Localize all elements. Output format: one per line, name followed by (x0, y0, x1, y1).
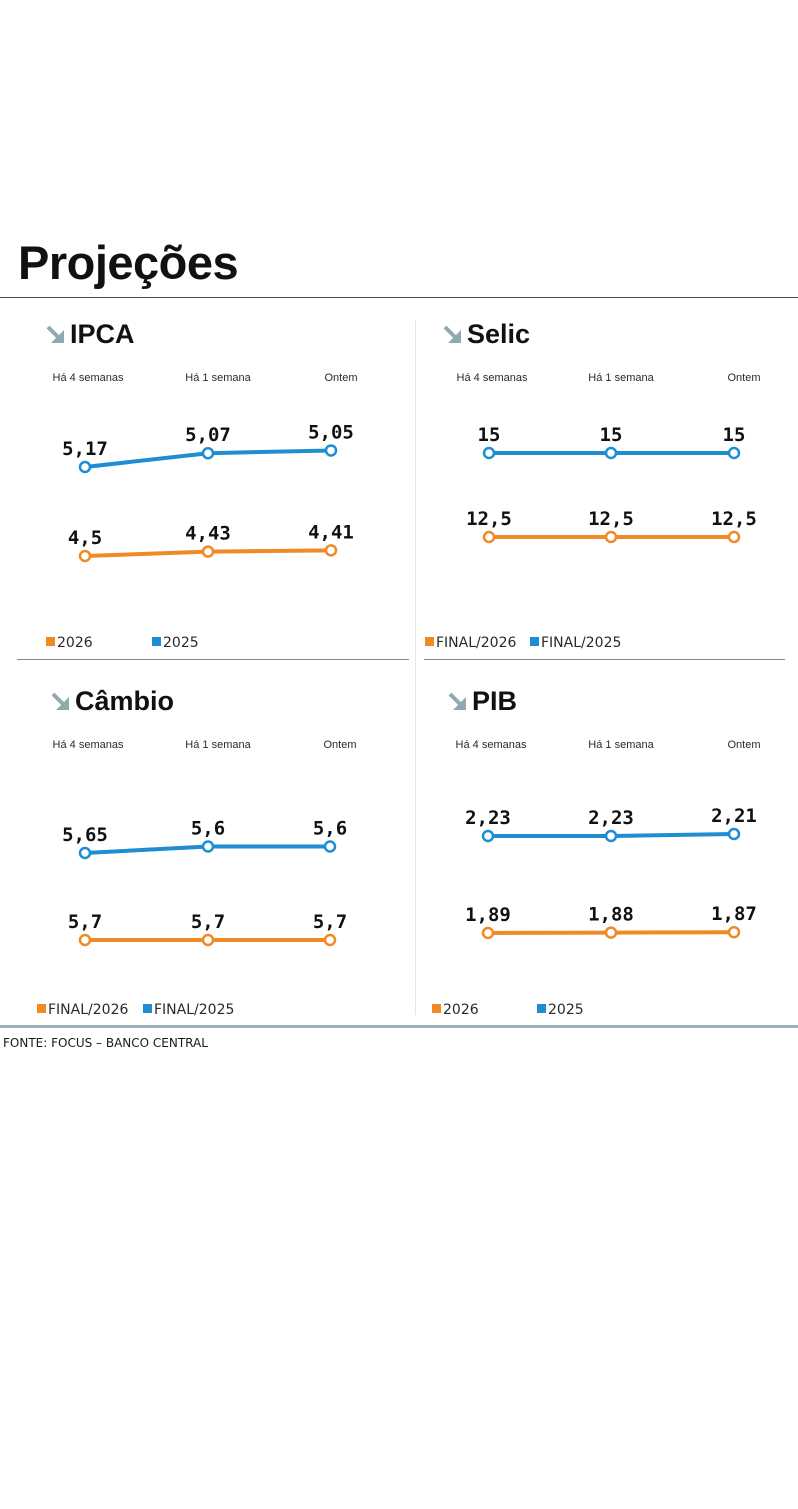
data-point (201, 545, 215, 558)
chart-svg: PIB Há 4 semanas Há 1 semana Ontem 2,23 2,23 2… (432, 686, 761, 1018)
chart-title: Selic (467, 319, 530, 349)
data-label: 15 (600, 424, 623, 446)
horizontal-divider-right (424, 659, 785, 660)
data-label: 2,21 (711, 805, 757, 827)
data-label: 12,5 (466, 508, 512, 530)
legend-label-final-2025: FINAL/2025 (541, 635, 621, 651)
chart-svg: Câmbio Há 4 semanas Há 1 semana Ontem 5,65 5,… (37, 686, 357, 1018)
legend-swatch-2026 (432, 1004, 441, 1013)
column-label-ontem: Ontem (323, 739, 356, 751)
data-point (324, 544, 338, 557)
data-point (201, 446, 215, 460)
legend-label-final-2026: FINAL/2026 (48, 1002, 128, 1018)
data-point (604, 829, 618, 843)
data-label: 5,7 (68, 911, 102, 933)
legend-label-2025: 2025 (163, 635, 199, 651)
data-label: 2,23 (465, 807, 511, 829)
data-label: 15 (478, 424, 501, 446)
arrow-down-right-icon (51, 692, 69, 710)
data-label: 4,41 (308, 521, 354, 543)
legend-swatch-2026 (46, 637, 55, 646)
data-label: 12,5 (711, 508, 757, 530)
data-point (324, 444, 338, 457)
column-label-ha-4-semanas: Há 4 semanas (457, 372, 528, 384)
data-point (481, 926, 495, 940)
source-note: FONTE: FOCUS – BANCO CENTRAL (3, 1036, 208, 1050)
column-label-ha-1-semana: Há 1 semana (185, 372, 251, 384)
data-point (481, 829, 495, 843)
column-label-ha-4-semanas: Há 4 semanas (53, 739, 124, 751)
bottom-rule (0, 1025, 798, 1028)
horizontal-divider-left (17, 659, 409, 660)
data-label: 4,43 (185, 523, 231, 545)
chart-panel-cambio: Câmbio Há 4 semanas Há 1 semana Ontem 5,65 5,… (0, 677, 390, 1018)
legend-swatch-final-2026 (425, 637, 434, 646)
legend-swatch-2025 (537, 1004, 546, 1013)
data-label: 15 (723, 424, 746, 446)
legend-swatch-2025 (152, 637, 161, 646)
data-label: 1,87 (711, 903, 757, 925)
data-label: 1,89 (465, 904, 511, 926)
data-point (201, 933, 215, 947)
data-point (727, 827, 741, 841)
arrow-down-right-icon (46, 325, 64, 343)
data-point (604, 926, 618, 939)
column-label-ha-4-semanas: Há 4 semanas (456, 739, 527, 751)
page-title: Projeções (18, 236, 239, 289)
data-point (727, 530, 741, 544)
column-label-ontem: Ontem (324, 372, 357, 384)
column-label-ha-4-semanas: Há 4 semanas (53, 372, 124, 384)
data-point (727, 925, 741, 939)
data-label: 5,05 (308, 421, 354, 443)
title-rule (0, 297, 798, 298)
data-label: 5,7 (191, 911, 225, 933)
data-point (323, 840, 337, 853)
data-label: 5,6 (191, 818, 225, 840)
data-point (78, 549, 92, 563)
data-point (201, 840, 215, 853)
vertical-divider (415, 320, 416, 1015)
chart-panel-pib: PIB Há 4 semanas Há 1 semana Ontem 2,23 2,23 2… (408, 677, 798, 1018)
chart-svg: IPCA Há 4 semanas Há 1 semana Ontem 5,17 5,07… (46, 319, 358, 651)
data-label: 5,6 (313, 818, 347, 840)
data-point (482, 530, 496, 544)
legend-label-2026: 2026 (443, 1002, 479, 1018)
data-label: 5,7 (313, 911, 347, 933)
legend-swatch-final-2026 (37, 1004, 46, 1013)
data-point (78, 846, 92, 860)
chart-title: IPCA (70, 319, 135, 349)
data-label: 5,07 (185, 424, 231, 446)
data-point (323, 933, 337, 947)
data-point (727, 446, 741, 460)
arrow-down-right-icon (448, 692, 466, 710)
arrow-down-right-icon (443, 325, 461, 343)
chart-title: PIB (472, 686, 517, 716)
column-label-ha-1-semana: Há 1 semana (588, 739, 654, 751)
legend-label-final-2026: FINAL/2026 (436, 635, 516, 651)
data-label: 5,65 (62, 824, 108, 846)
data-label: 4,5 (68, 527, 102, 549)
column-label-ontem: Ontem (727, 739, 760, 751)
data-label: 12,5 (588, 508, 634, 530)
column-label-ha-1-semana: Há 1 semana (588, 372, 654, 384)
chart-svg: Selic Há 4 semanas Há 1 semana Ontem 15 15 15 1… (425, 319, 761, 651)
data-label: 1,88 (588, 904, 634, 926)
data-label: 2,23 (588, 807, 634, 829)
chart-title: Câmbio (75, 686, 174, 716)
legend-swatch-final-2025 (143, 1004, 152, 1013)
legend-swatch-final-2025 (530, 637, 539, 646)
legend-label-2025: 2025 (548, 1002, 584, 1018)
legend-label-2026: 2026 (57, 635, 93, 651)
chart-panel-ipca: IPCA Há 4 semanas Há 1 semana Ontem 5,17 5,07… (0, 310, 390, 651)
data-point (78, 933, 92, 947)
data-point (482, 446, 496, 460)
chart-panel-selic: Selic Há 4 semanas Há 1 semana Ontem 15 15 15 1… (408, 310, 798, 651)
column-label-ha-1-semana: Há 1 semana (185, 739, 251, 751)
data-point (78, 460, 92, 474)
data-point (604, 446, 618, 460)
data-label: 5,17 (62, 438, 108, 460)
legend-label-final-2025: FINAL/2025 (154, 1002, 234, 1018)
data-point (604, 530, 618, 544)
column-label-ontem: Ontem (727, 372, 760, 384)
